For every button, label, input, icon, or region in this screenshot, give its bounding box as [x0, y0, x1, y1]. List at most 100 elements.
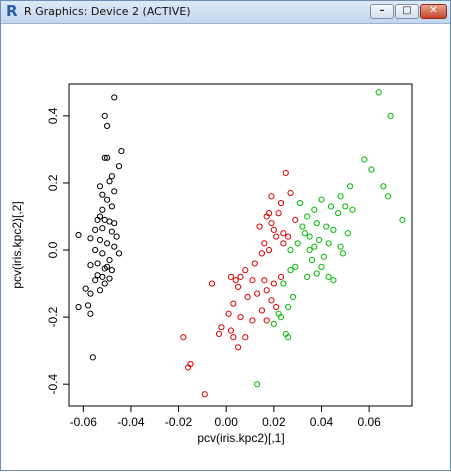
window-title: R Graphics: Device 2 (ACTIVE) [24, 5, 191, 18]
data-point [301, 230, 308, 237]
data-point [308, 256, 316, 264]
data-point [399, 216, 406, 223]
data-point [96, 236, 104, 244]
data-point [235, 283, 242, 291]
data-point [254, 290, 261, 297]
data-point [82, 285, 89, 292]
x-tick-label: 0.00 [215, 415, 239, 429]
data-point [99, 225, 106, 232]
data-point [115, 250, 123, 257]
y-tick-label: -0.4 [46, 374, 60, 395]
data-point [242, 267, 249, 274]
x-tick-label: -0.02 [165, 415, 193, 429]
x-tick-label: -0.04 [117, 415, 145, 429]
data-point [277, 199, 285, 207]
data-point [254, 381, 261, 388]
data-point [111, 94, 118, 101]
data-point [270, 226, 277, 234]
data-point [87, 290, 94, 297]
data-point [280, 280, 287, 287]
data-point [337, 193, 344, 200]
data-point [311, 243, 318, 250]
data-point [113, 233, 120, 240]
data-point [261, 240, 268, 247]
series-2 [180, 169, 299, 398]
data-point [108, 203, 115, 210]
data-point [96, 287, 104, 294]
data-point [316, 236, 323, 244]
close-button[interactable]: ✕ [420, 4, 447, 19]
data-point [387, 112, 394, 119]
data-point [282, 169, 289, 176]
y-axis: -0.4 -0.2 0.0 0.2 0.4 [46, 107, 69, 395]
data-point [296, 199, 304, 207]
data-point [237, 273, 244, 280]
data-point [92, 226, 99, 234]
data-point [349, 206, 356, 213]
data-point [108, 173, 115, 180]
data-point [280, 230, 287, 237]
y-axis-label: pcv(iris.kpc2)[,2] [10, 201, 24, 288]
data-point [306, 246, 313, 254]
data-point [263, 317, 270, 324]
data-point [313, 220, 320, 227]
data-point [375, 89, 382, 96]
data-point [104, 196, 111, 203]
data-point [313, 270, 320, 277]
data-point [111, 220, 118, 227]
data-point [292, 263, 299, 270]
data-point [270, 280, 277, 287]
data-point [327, 203, 335, 210]
data-point [232, 277, 239, 284]
data-point [268, 193, 275, 200]
data-point [87, 262, 94, 269]
maximize-button[interactable]: □ [395, 4, 419, 19]
data-point [344, 230, 351, 237]
data-point [304, 213, 311, 220]
data-point [104, 122, 111, 130]
data-point [230, 300, 237, 307]
x-tick-label: 0.06 [357, 415, 381, 429]
scatter-plot: -0.06 -0.04 -0.02 0.00 0.02 0.04 0.06 -0.4 -0.2… [10, 83, 413, 445]
data-point [249, 317, 256, 324]
data-point [268, 220, 275, 227]
data-point [292, 216, 299, 223]
data-points [75, 89, 406, 398]
data-point [273, 233, 280, 240]
data-point [361, 156, 368, 163]
data-point [235, 344, 242, 351]
data-point [285, 233, 292, 240]
data-point [101, 154, 108, 161]
data-point [75, 303, 82, 311]
data-point [111, 243, 118, 250]
data-point [99, 273, 106, 280]
data-point [261, 277, 268, 284]
title-bar[interactable]: R R Graphics: Device 2 (ACTIVE) – □ ✕ [1, 1, 450, 24]
data-point [118, 147, 125, 155]
data-point [330, 226, 337, 234]
data-point [101, 280, 108, 287]
data-point [280, 240, 287, 247]
data-point [94, 260, 101, 267]
data-point [96, 183, 104, 190]
minimize-button[interactable]: – [370, 4, 394, 19]
series-3 [254, 89, 406, 388]
data-point [325, 273, 332, 280]
data-point [330, 277, 337, 284]
plot-box [68, 83, 413, 407]
data-point [104, 263, 111, 270]
data-point [201, 391, 208, 398]
data-point [108, 228, 115, 235]
close-icon: ✕ [429, 5, 438, 16]
data-point [258, 250, 266, 257]
data-point [99, 191, 106, 198]
data-point [94, 216, 101, 223]
data-point [273, 303, 280, 311]
data-point [237, 314, 244, 321]
data-point [323, 223, 330, 230]
data-point [256, 223, 263, 230]
data-point [218, 324, 225, 331]
x-tick-label: 0.04 [310, 415, 334, 429]
data-point [346, 183, 354, 190]
